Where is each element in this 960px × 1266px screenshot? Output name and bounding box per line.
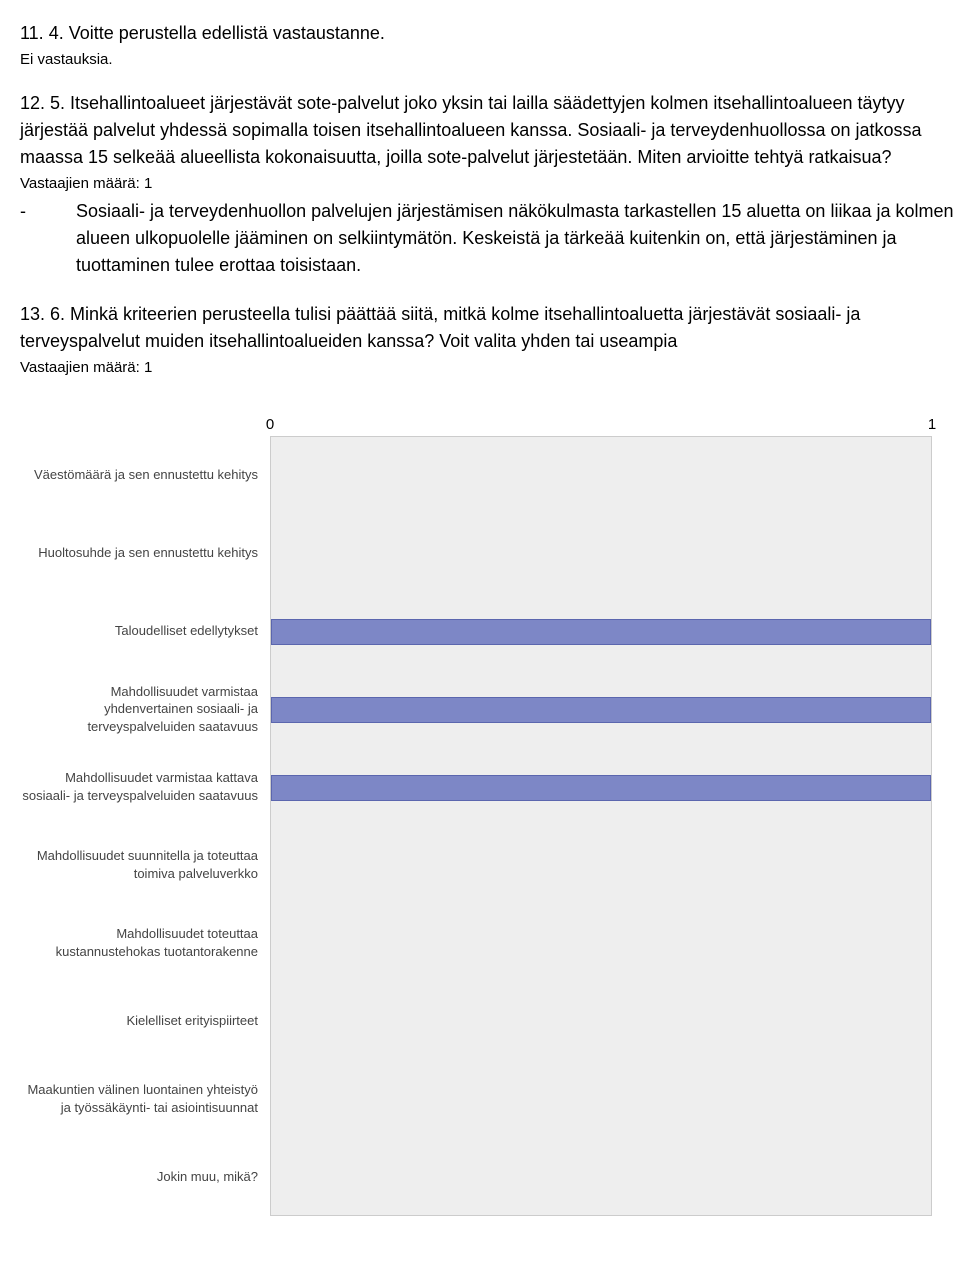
q11-no-responses: Ei vastauksia. xyxy=(20,51,960,68)
chart-category-label: Maakuntien välinen luontainen yhteistyö … xyxy=(20,1060,270,1138)
chart-category-label: Huoltosuhde ja sen ennustettu kehitys xyxy=(20,514,270,592)
chart-body: Väestömäärä ja sen ennustettu kehitysHuo… xyxy=(20,436,960,1216)
chart-category-label: Taloudelliset edellytykset xyxy=(20,592,270,670)
q12-respondent-count: Vastaajien määrä: 1 xyxy=(20,175,960,192)
chart-labels-column: Väestömäärä ja sen ennustettu kehitysHuo… xyxy=(20,436,270,1216)
q13-heading: 13. 6. Minkä kriteerien perusteella tuli… xyxy=(20,301,960,355)
chart-category-label: Kielelliset erityispiirteet xyxy=(20,982,270,1060)
x-axis-tick: 1 xyxy=(928,416,936,433)
chart-bar xyxy=(271,697,931,723)
chart-bar xyxy=(271,775,931,801)
chart-plot-area xyxy=(270,436,932,1216)
criteria-bar-chart: 01 Väestömäärä ja sen ennustettu kehitys… xyxy=(20,416,960,1216)
chart-category-label: Mahdollisuudet suunnitella ja toteuttaa … xyxy=(20,826,270,904)
q12-response-text: Sosiaali- ja terveydenhuollon palvelujen… xyxy=(76,198,960,279)
question-12: 12. 5. Itsehallintoalueet järjestävät so… xyxy=(20,90,960,279)
chart-category-label: Väestömäärä ja sen ennustettu kehitys xyxy=(20,436,270,514)
question-11: 11. 4. Voitte perustella edellistä vasta… xyxy=(20,20,960,68)
bullet-dash: - xyxy=(20,198,76,279)
chart-x-axis: 01 xyxy=(20,416,960,434)
q12-heading: 12. 5. Itsehallintoalueet järjestävät so… xyxy=(20,90,960,171)
x-axis-tick: 0 xyxy=(266,416,274,433)
chart-category-label: Mahdollisuudet toteuttaa kustannustehoka… xyxy=(20,904,270,982)
chart-category-label: Mahdollisuudet varmistaa yhdenvertainen … xyxy=(20,670,270,748)
q11-heading: 11. 4. Voitte perustella edellistä vasta… xyxy=(20,20,960,47)
q13-respondent-count: Vastaajien määrä: 1 xyxy=(20,359,960,376)
q12-response-item: - Sosiaali- ja terveydenhuollon palveluj… xyxy=(20,198,960,279)
question-13: 13. 6. Minkä kriteerien perusteella tuli… xyxy=(20,301,960,376)
chart-category-label: Mahdollisuudet varmistaa kattava sosiaal… xyxy=(20,748,270,826)
chart-category-label: Jokin muu, mikä? xyxy=(20,1138,270,1216)
chart-bar xyxy=(271,619,931,645)
